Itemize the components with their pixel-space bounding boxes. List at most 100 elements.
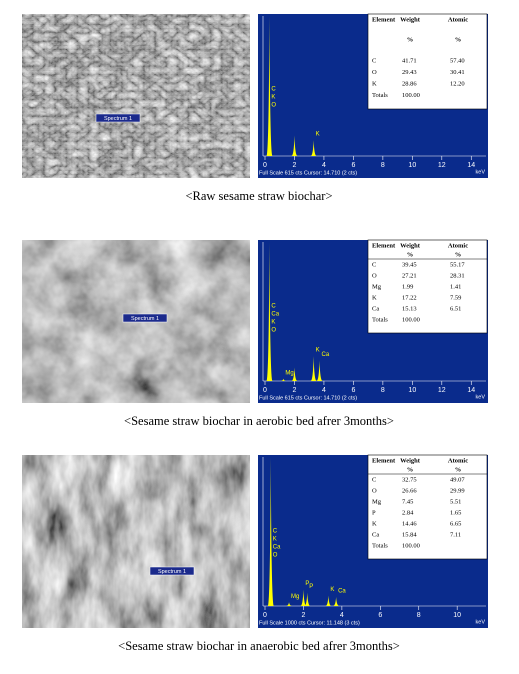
table-cell: K bbox=[372, 520, 377, 527]
caption: <Raw sesame straw biochar> bbox=[185, 189, 332, 203]
table-header: Weight bbox=[400, 16, 421, 23]
table-header: Element bbox=[372, 457, 396, 464]
peak-label: Mg bbox=[291, 594, 299, 600]
table-cell: O bbox=[372, 69, 377, 76]
peak bbox=[291, 367, 298, 381]
table-cell: 30.41 bbox=[450, 69, 465, 76]
x-tick-label: 6 bbox=[351, 387, 355, 394]
spectrum-footer: Full Scale 615 cts Cursor: 14.710 (2 cts… bbox=[259, 170, 357, 176]
peak-label: O bbox=[271, 103, 276, 109]
table-cell: 100.00 bbox=[402, 92, 420, 99]
peak-label: Ca bbox=[271, 312, 279, 318]
table-cell: O bbox=[372, 487, 377, 494]
x-tick-label: 4 bbox=[340, 612, 344, 619]
peak-label: Ca bbox=[273, 545, 281, 551]
table-cell: C bbox=[372, 476, 376, 483]
table-box bbox=[367, 239, 488, 334]
peak bbox=[316, 360, 323, 381]
x-tick-label: 4 bbox=[322, 162, 326, 169]
table-cell: 39.45 bbox=[402, 261, 417, 268]
table-cell: P bbox=[372, 509, 376, 516]
table-cell: 12.20 bbox=[450, 80, 465, 87]
x-tick-label: 8 bbox=[381, 387, 385, 394]
table-cell: 7.11 bbox=[450, 531, 461, 538]
table-cell: 55.17 bbox=[450, 261, 465, 268]
x-tick-label: 14 bbox=[467, 162, 475, 169]
x-tick-label: 4 bbox=[322, 387, 326, 394]
x-tick-label: 6 bbox=[378, 612, 382, 619]
table-cell: Mg bbox=[372, 498, 382, 505]
table-box bbox=[367, 454, 488, 560]
x-tick-label: 12 bbox=[438, 162, 446, 169]
peak-label: K bbox=[273, 537, 277, 543]
spectrum-marker bbox=[95, 113, 141, 123]
x-unit: keV bbox=[476, 619, 486, 625]
table-cell: C bbox=[372, 57, 376, 64]
x-tick-label: 8 bbox=[417, 612, 421, 619]
table-cell: 49.07 bbox=[450, 476, 465, 483]
table-cell: 28.31 bbox=[450, 272, 465, 279]
table-cell: 1.41 bbox=[450, 283, 461, 290]
table-cell: 29.43 bbox=[402, 69, 417, 76]
table-cell: K bbox=[372, 80, 377, 87]
peak bbox=[280, 378, 287, 381]
table-unit: % bbox=[407, 251, 414, 258]
x-tick-label: 10 bbox=[453, 612, 461, 619]
caption: <Sesame straw biochar in aerobic bed afr… bbox=[124, 414, 394, 428]
table-cell: 32.75 bbox=[402, 476, 417, 483]
x-tick-label: 0 bbox=[263, 162, 267, 169]
table-unit: % bbox=[455, 466, 462, 473]
peak bbox=[286, 602, 293, 606]
peak-label: P bbox=[309, 584, 313, 590]
table-cell: Totals bbox=[372, 316, 388, 323]
table-cell: 15.84 bbox=[402, 531, 417, 538]
peak bbox=[267, 457, 274, 606]
table-box bbox=[367, 13, 488, 110]
x-tick-label: 12 bbox=[438, 387, 446, 394]
x-tick-label: 2 bbox=[301, 612, 305, 619]
peak bbox=[310, 140, 317, 156]
table-cell: 100.00 bbox=[402, 316, 420, 323]
peak-label: O bbox=[273, 553, 278, 559]
peak-label: K bbox=[316, 348, 320, 354]
peak-label: K bbox=[271, 320, 275, 326]
table-cell: Totals bbox=[372, 542, 388, 549]
table-cell: 57.40 bbox=[450, 57, 465, 64]
table-cell: 17.22 bbox=[402, 294, 417, 301]
table-cell: 2.84 bbox=[402, 509, 414, 516]
peak bbox=[310, 356, 317, 381]
x-tick-label: 2 bbox=[293, 162, 297, 169]
x-unit: keV bbox=[476, 394, 486, 400]
spectrum-label: Spectrum 1 bbox=[131, 316, 159, 322]
x-tick-label: 10 bbox=[408, 387, 416, 394]
table-cell: 28.86 bbox=[402, 80, 417, 87]
table-cell: Totals bbox=[372, 92, 388, 99]
x-tick-label: 6 bbox=[351, 162, 355, 169]
peak-label: K bbox=[271, 95, 275, 101]
table-cell: 1.65 bbox=[450, 509, 461, 516]
peak-label: K bbox=[330, 587, 334, 593]
table-cell: 6.51 bbox=[450, 305, 461, 312]
peak bbox=[291, 135, 298, 156]
table-cell: 29.99 bbox=[450, 487, 465, 494]
sem-image bbox=[22, 14, 250, 178]
spectrum-footer: Full Scale 1000 cts Cursor: 11.148 (3 ct… bbox=[259, 620, 360, 626]
x-tick-label: 10 bbox=[408, 162, 416, 169]
table-cell: 5.51 bbox=[450, 498, 461, 505]
peak-label: Mg bbox=[285, 370, 293, 376]
table-header: Element bbox=[372, 16, 396, 23]
sem-image bbox=[22, 455, 250, 628]
table-cell: 14.46 bbox=[402, 520, 417, 527]
peak-label: Ca bbox=[338, 589, 346, 595]
peak bbox=[304, 592, 311, 606]
table-cell: 27.21 bbox=[402, 272, 417, 279]
table-header: Weight bbox=[400, 242, 421, 249]
peak-label: C bbox=[271, 304, 276, 310]
table-cell: 100.00 bbox=[402, 542, 420, 549]
table-cell: 26.66 bbox=[402, 487, 417, 494]
spectrum-footer: Full Scale 615 cts Cursor: 14.710 (2 cts… bbox=[259, 395, 357, 401]
peak-label: P bbox=[305, 581, 309, 587]
peak-label: O bbox=[271, 328, 276, 334]
table-header: Atomic bbox=[448, 457, 468, 464]
table-cell: 15.13 bbox=[402, 305, 417, 312]
